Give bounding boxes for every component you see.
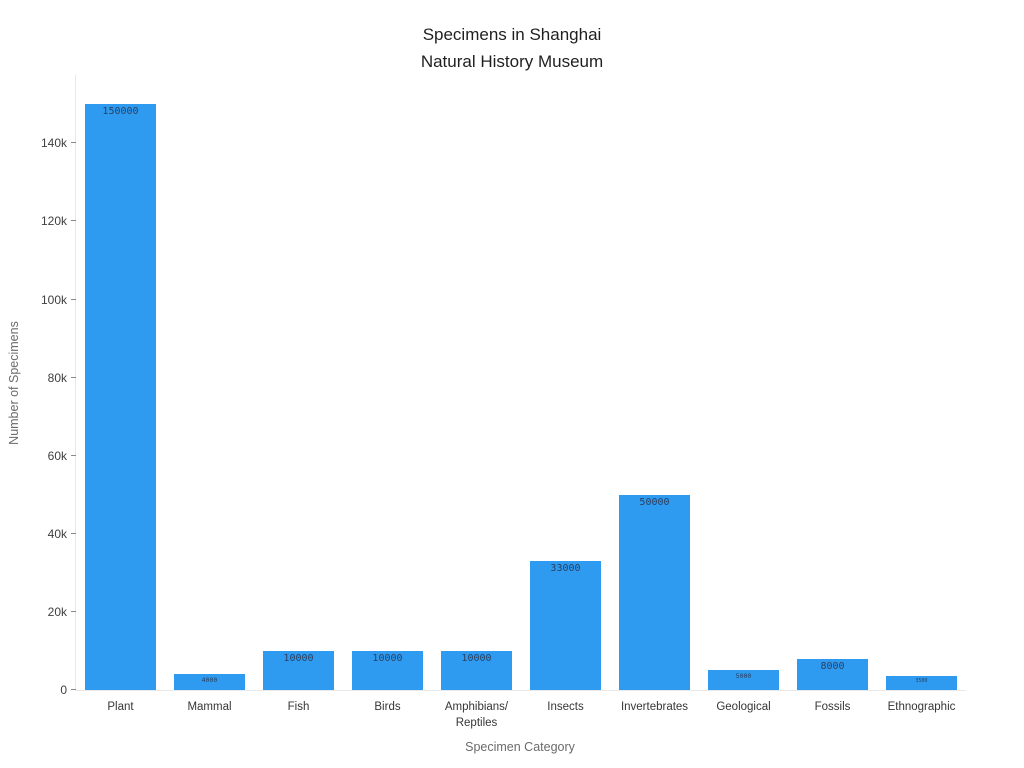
x-axis-title: Specimen Category	[465, 740, 575, 754]
x-tick-label-insects: Insects	[547, 701, 584, 713]
x-tick-label-fossils: Fossils	[814, 701, 851, 713]
x-tick-label-fish: Fish	[287, 701, 310, 713]
bar-value-label: 50000	[639, 496, 670, 508]
bar-value-label: 8000	[820, 660, 845, 672]
bar-fossils[interactable]: 8000	[796, 658, 869, 690]
bar-birds[interactable]: 10000	[351, 650, 424, 690]
y-axis-title: Number of Specimens	[7, 321, 21, 445]
bar-value-label: 33000	[550, 563, 581, 575]
y-tick-mark	[71, 689, 76, 690]
chart-title: Specimens in Shanghai Natural History Mu…	[420, 25, 604, 72]
y-tick-mark	[71, 610, 76, 612]
bar-value-label: 4000	[201, 676, 218, 685]
x-tick-label-geological: Geological	[716, 701, 771, 713]
y-tick-label: 140k	[40, 136, 67, 151]
y-tick-mark	[71, 532, 76, 534]
bar-value-label: 10000	[283, 652, 314, 664]
y-tick-mark	[71, 142, 76, 144]
y-tick-label: 20k	[47, 604, 67, 619]
plot-area: 0 20k 40k 60k 80k 100k 120k 140k 150000 Plant 4000…	[41, 75, 966, 729]
y-tick-mark	[71, 298, 76, 300]
y-tick-mark	[71, 454, 76, 456]
y-tick-label: 60k	[47, 448, 67, 463]
y-tick-label: 80k	[47, 370, 67, 385]
y-tick-label: 120k	[40, 214, 67, 229]
y-tick-label: 0	[60, 683, 67, 697]
bar-ethnographic[interactable]: 3500	[885, 676, 958, 690]
bar-invertebrates[interactable]: 50000	[618, 494, 691, 690]
y-tick-label: 100k	[40, 292, 67, 307]
x-tick-label-plant: Plant	[107, 701, 134, 713]
bar-value-label: 3500	[915, 678, 928, 685]
x-tick-label-birds: Birds	[374, 701, 401, 713]
bar-insects[interactable]: 33000	[529, 561, 602, 690]
bar-amphibians-reptiles[interactable]: 10000	[440, 650, 513, 690]
bar-value-label: 150000	[102, 106, 139, 118]
y-tick-label: 40k	[47, 526, 67, 541]
x-tick-label-mammal: Mammal	[187, 701, 232, 713]
y-tick-mark	[71, 220, 76, 222]
bar-value-label: 10000	[461, 652, 492, 664]
x-tick-label-ethnographic: Ethnographic	[887, 701, 956, 713]
bar-mammal[interactable]: 4000	[173, 674, 246, 690]
bar-fish[interactable]: 10000	[262, 650, 335, 690]
bar-value-label: 10000	[372, 652, 403, 664]
bar-value-label: 5000	[735, 672, 752, 681]
y-tick-mark	[71, 376, 76, 378]
bar-plant[interactable]: 150000	[84, 104, 157, 690]
x-tick-label-invertebrates: Invertebrates	[620, 701, 689, 713]
x-tick-label-amphibians-reptiles: Amphibians/ Reptiles	[444, 701, 509, 729]
bar-geological[interactable]: 5000	[707, 670, 780, 690]
